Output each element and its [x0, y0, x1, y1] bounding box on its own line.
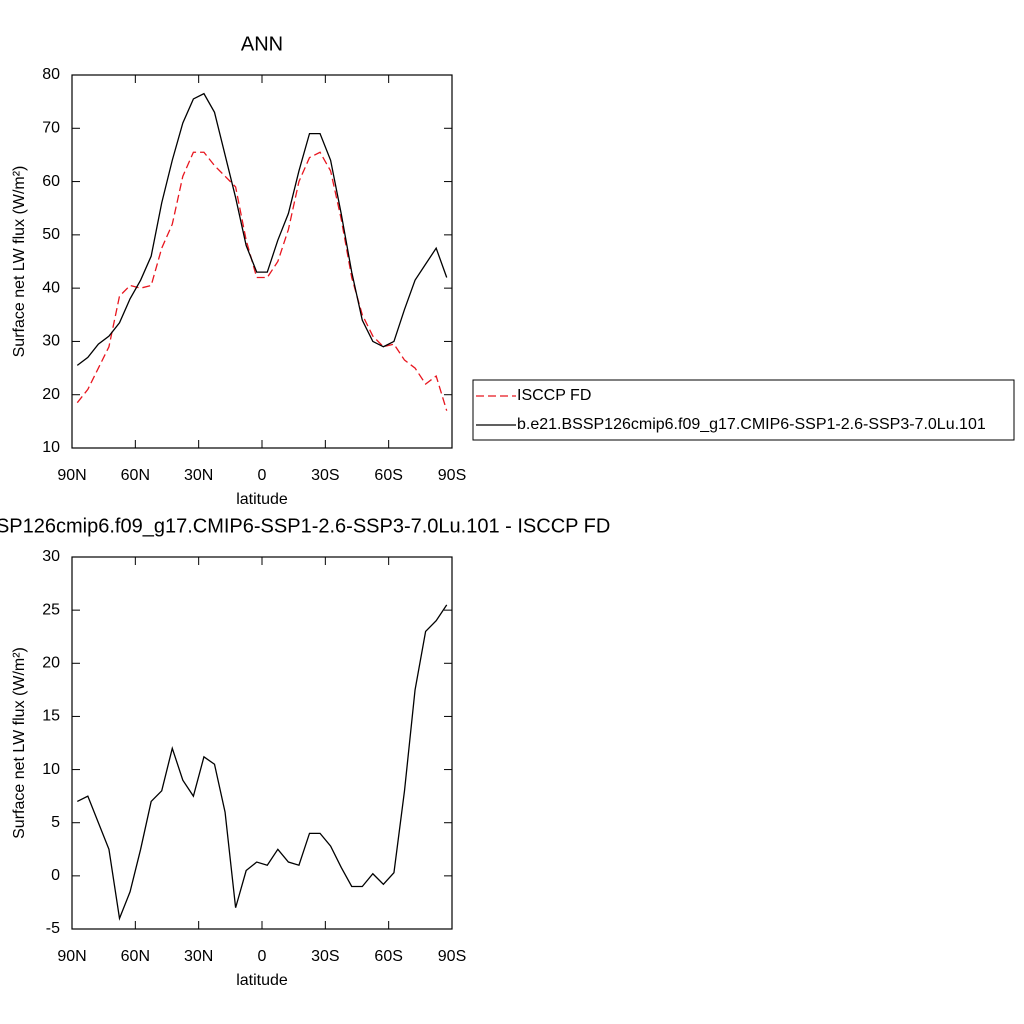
y-tick-label: 25 — [42, 601, 60, 618]
y-tick-label: 15 — [42, 708, 60, 725]
chart-title: ANN — [241, 33, 283, 55]
y-tick-label: 20 — [42, 655, 60, 672]
data-line — [76, 92, 448, 366]
x-tick-label: 30N — [184, 467, 213, 484]
plot-frame — [71, 556, 453, 930]
x-tick-label: 30S — [311, 948, 339, 965]
y-tick-label: 20 — [42, 386, 60, 403]
legend: ISCCP FD b.e21.BSSP126cmip6.f09_g17.CMIP6… — [472, 379, 1015, 441]
y-tick-label: 40 — [42, 279, 60, 296]
x-tick-label: 90N — [57, 948, 86, 965]
x-tick-label: 90N — [57, 467, 86, 484]
y-tick-label: 70 — [42, 120, 60, 137]
y-axis-label: Surface net LW flux (W/m²) — [11, 647, 28, 839]
x-axis-label: latitude — [236, 972, 288, 989]
x-tick-label: 60S — [374, 467, 402, 484]
legend-box — [472, 379, 1015, 441]
y-tick-label: 10 — [42, 761, 60, 778]
x-tick-label: 60N — [121, 467, 150, 484]
y-tick-label: 30 — [42, 333, 60, 350]
y-axis-label: Surface net LW flux (W/m²) — [11, 166, 28, 358]
x-tick-label: 0 — [258, 467, 267, 484]
y-tick-label: -5 — [46, 920, 60, 937]
y-tick-label: 5 — [51, 814, 60, 831]
x-tick-label: 90S — [438, 467, 466, 484]
plot-frame — [71, 74, 453, 449]
data-line — [76, 604, 448, 921]
x-axis-label: latitude — [236, 491, 288, 508]
y-tick-label: 80 — [42, 66, 60, 83]
y-tick-label: 10 — [42, 439, 60, 456]
y-tick-label: 30 — [42, 548, 60, 565]
chart-title: b.e21.BSSP126cmip6.f09_g17.CMIP6-SSP1-2.… — [0, 515, 610, 537]
x-tick-label: 0 — [258, 948, 267, 965]
y-tick-label: 50 — [42, 226, 60, 243]
legend-label: b.e21.BSSP126cmip6.f09_g17.CMIP6-SSP1-2.… — [517, 416, 986, 433]
x-tick-label: 60N — [121, 948, 150, 965]
x-tick-label: 90S — [438, 948, 466, 965]
x-tick-label: 30N — [184, 948, 213, 965]
x-tick-label: 60S — [374, 948, 402, 965]
y-tick-label: 0 — [51, 867, 60, 884]
data-line — [76, 151, 448, 411]
legend-label: ISCCP FD — [517, 387, 591, 404]
y-tick-label: 60 — [42, 173, 60, 190]
x-tick-label: 30S — [311, 467, 339, 484]
